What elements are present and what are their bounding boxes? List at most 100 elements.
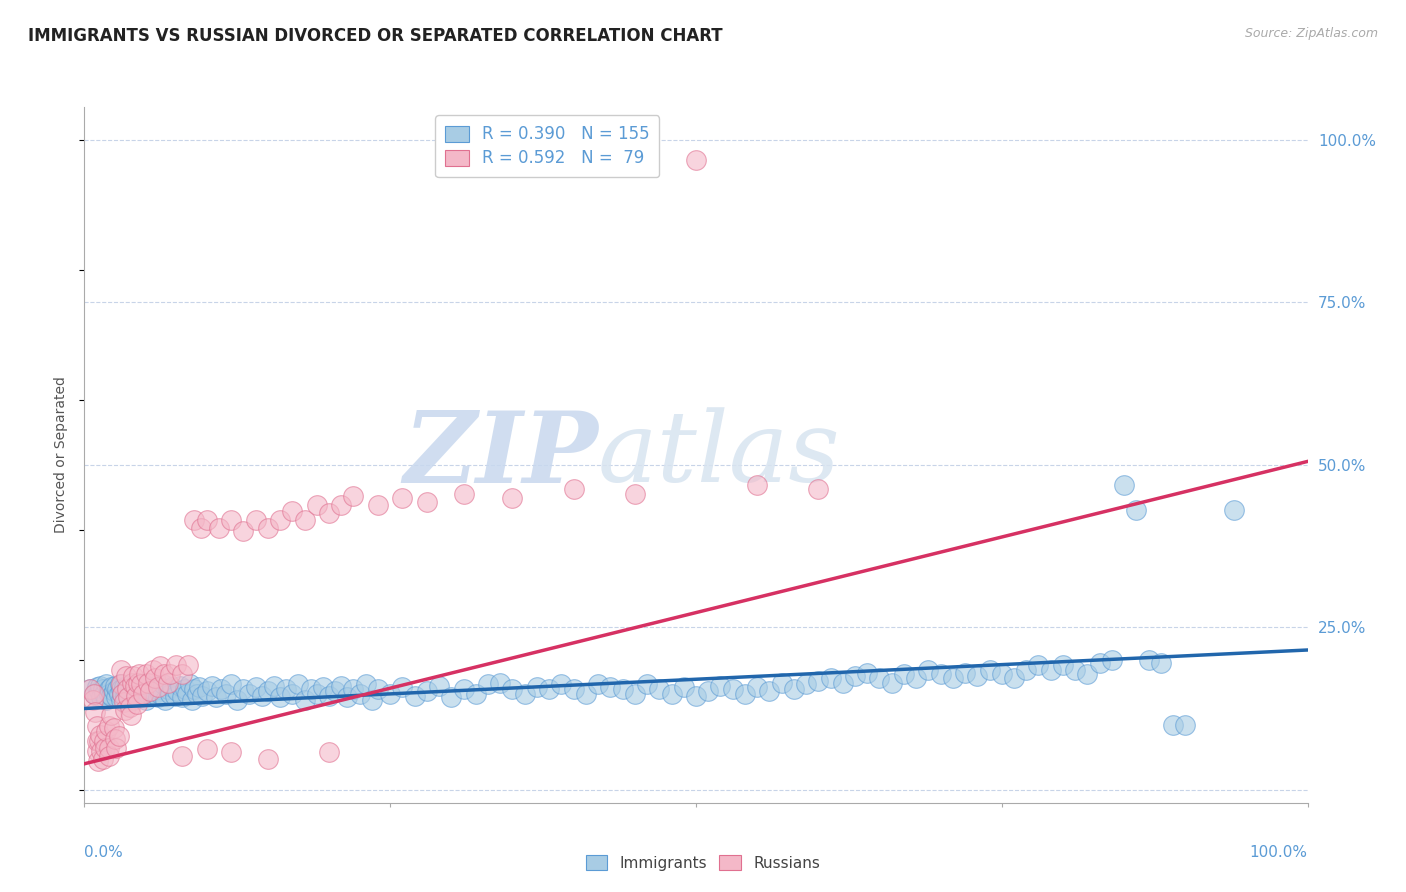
Point [1114,478,1136,492]
Point [122,681,145,696]
Point [121,675,143,690]
Point [118,681,141,696]
Point [276,681,298,696]
Point [263,679,285,693]
Point [87,734,110,748]
Point [367,498,389,512]
Point [87,684,110,698]
Point [165,657,187,672]
Point [146,681,169,696]
Point [89,679,111,693]
Point [111,687,134,701]
Point [807,673,830,688]
Point [453,487,475,501]
Point [136,687,159,701]
Point [257,751,280,765]
Point [122,693,145,707]
Point [134,677,156,691]
Point [115,669,138,683]
Point [114,689,136,703]
Point [121,677,143,691]
Point [526,680,548,694]
Point [820,671,842,685]
Text: 0.0%: 0.0% [84,845,124,860]
Point [747,478,769,492]
Point [538,681,561,696]
Point [342,681,364,696]
Point [141,689,163,703]
Point [93,687,115,701]
Point [191,689,214,703]
Point [135,693,157,707]
Point [107,687,129,701]
Point [115,679,138,693]
Point [966,669,988,683]
Point [115,681,138,696]
Point [624,487,647,501]
Point [1002,671,1025,685]
Point [83,687,105,701]
Point [856,665,879,680]
Point [105,690,128,705]
Point [125,680,148,694]
Point [79,681,101,696]
Point [562,483,585,497]
Point [120,708,142,723]
Point [105,681,128,696]
Point [172,690,194,705]
Point [245,680,267,694]
Point [139,680,162,694]
Point [96,677,118,691]
Point [149,659,172,673]
Point [127,684,149,698]
Point [427,679,450,693]
Point [128,667,150,681]
Point [96,724,118,739]
Point [489,675,512,690]
Point [349,687,371,701]
Point [416,684,439,698]
Point [87,754,110,768]
Point [84,705,107,719]
Point [391,491,413,506]
Point [129,690,152,705]
Point [104,679,127,693]
Point [1174,718,1197,732]
Point [807,483,830,497]
Point [250,689,273,703]
Point [586,677,609,691]
Point [166,684,188,698]
Point [139,684,162,698]
Point [107,730,129,744]
Point [128,679,150,693]
Point [238,687,260,701]
Point [208,521,231,535]
Point [86,680,108,694]
Point [96,693,118,707]
Point [135,681,157,696]
Point [905,671,928,685]
Point [100,680,122,694]
Point [153,667,176,681]
Point [103,684,125,698]
Point [173,681,195,696]
Point [156,675,179,690]
Point [97,687,120,701]
Point [502,681,524,696]
Point [783,681,806,696]
Point [86,734,108,748]
Point [112,695,135,709]
Point [152,677,174,691]
Point [318,689,340,703]
Point [1137,653,1160,667]
Point [163,689,186,703]
Point [318,507,340,521]
Point [110,693,132,707]
Point [758,684,780,698]
Point [124,687,146,701]
Point [1088,656,1111,670]
Point [100,689,122,703]
Point [111,687,134,701]
Point [1015,663,1038,677]
Point [110,663,132,677]
